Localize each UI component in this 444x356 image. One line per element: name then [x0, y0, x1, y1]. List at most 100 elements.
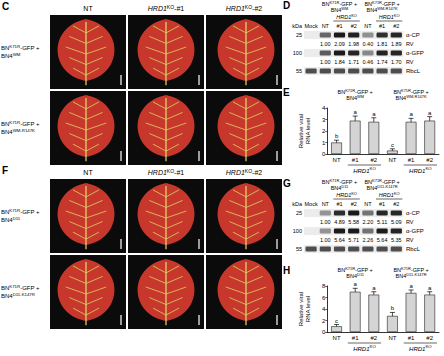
svg-text:55: 55 — [296, 246, 302, 252]
svg-text:α-CP: α-CP — [406, 32, 420, 38]
svg-text:5.11: 5.11 — [377, 219, 387, 225]
svg-text:8: 8 — [322, 283, 326, 289]
svg-text:5.64: 5.64 — [377, 237, 388, 243]
svg-text:#2: #2 — [426, 335, 433, 341]
svg-text:BN4WM-R147K: BN4WM-R147K — [395, 94, 426, 101]
svg-text:2: 2 — [322, 318, 326, 324]
svg-text:5.64: 5.64 — [334, 237, 345, 243]
svg-text:#2: #2 — [351, 201, 357, 207]
svg-text:a: a — [428, 285, 432, 291]
svg-text:α-GFP: α-GFP — [406, 228, 424, 234]
svg-text:α-GFP: α-GFP — [406, 50, 424, 56]
svg-text:HRD1KO: HRD1KO — [379, 13, 400, 20]
svg-text:HRD1KO: HRD1KO — [336, 13, 357, 20]
svg-text:1.98: 1.98 — [348, 41, 359, 47]
svg-text:HRD1KO-#1: HRD1KO-#1 — [148, 4, 185, 12]
svg-text:kDa: kDa — [292, 201, 303, 207]
svg-text:55: 55 — [296, 68, 302, 74]
svg-text:kDa: kDa — [292, 23, 303, 29]
svg-text:RV: RV — [406, 237, 414, 243]
svg-text:BNK71R-GFP +: BNK71R-GFP + — [1, 208, 40, 215]
svg-text:a: a — [372, 285, 376, 291]
svg-text:4: 4 — [322, 306, 326, 312]
svg-text:H: H — [283, 265, 290, 276]
svg-text:BN4WM: BN4WM — [331, 6, 349, 13]
svg-text:1: 1 — [322, 140, 326, 146]
svg-text:Mock: Mock — [305, 201, 318, 207]
svg-text:4: 4 — [322, 105, 326, 111]
svg-text:BNK71R-GFP +: BNK71R-GFP + — [322, 178, 357, 185]
svg-text:1.00: 1.00 — [320, 59, 331, 65]
svg-text:BN4WM-R147K: BN4WM-R147K — [367, 6, 398, 13]
svg-text:HRD1KO-#2: HRD1KO-#2 — [226, 4, 263, 12]
svg-text:3: 3 — [322, 117, 326, 123]
svg-text:BN4D11-K147R: BN4D11-K147R — [367, 184, 398, 191]
svg-text:1.00: 1.00 — [320, 41, 331, 47]
svg-text:1.71: 1.71 — [348, 59, 359, 65]
svg-text:E: E — [283, 87, 290, 98]
svg-text:Relative viral: Relative viral — [298, 114, 304, 148]
svg-text:RNA level: RNA level — [305, 118, 311, 144]
svg-text:2.09: 2.09 — [334, 41, 345, 47]
svg-text:BN4D11: BN4D11 — [1, 216, 21, 223]
svg-text:NT: NT — [364, 201, 372, 207]
svg-text:5.71: 5.71 — [348, 237, 359, 243]
svg-text:0.40: 0.40 — [363, 41, 374, 47]
svg-text:BN4WM: BN4WM — [346, 94, 364, 101]
svg-text:100: 100 — [293, 50, 302, 56]
svg-text:F: F — [2, 165, 8, 176]
svg-text:BNK71R-GFP +: BNK71R-GFP + — [1, 44, 40, 51]
svg-text:a: a — [409, 111, 413, 117]
svg-text:5.58: 5.58 — [348, 219, 359, 225]
svg-text:BNK71R-GFP +: BNK71R-GFP + — [322, 0, 357, 7]
svg-text:1.89: 1.89 — [391, 41, 402, 47]
svg-text:#1: #1 — [336, 201, 342, 207]
svg-text:C: C — [2, 1, 9, 12]
svg-text:a: a — [372, 111, 376, 117]
svg-text:BNK71R-GFP +: BNK71R-GFP + — [393, 266, 428, 273]
svg-text:Mock: Mock — [305, 23, 318, 29]
svg-text:0: 0 — [322, 151, 326, 157]
svg-text:BNK71R-GFP +: BNK71R-GFP + — [1, 284, 40, 291]
svg-text:#2: #2 — [370, 157, 377, 163]
svg-text:RV: RV — [406, 41, 414, 47]
svg-text:#1: #1 — [408, 157, 415, 163]
svg-text:BN4D11: BN4D11 — [346, 272, 364, 279]
svg-text:#1: #1 — [379, 23, 385, 29]
svg-text:BN4D11-K147R: BN4D11-K147R — [1, 292, 35, 299]
svg-text:b: b — [391, 305, 395, 311]
svg-text:a: a — [354, 109, 358, 115]
svg-text:RV: RV — [406, 59, 414, 65]
svg-text:c: c — [391, 142, 394, 148]
svg-text:2.26: 2.26 — [363, 237, 374, 243]
svg-text:BN4WM-R147K: BN4WM-R147K — [1, 128, 35, 135]
svg-text:BNK71R-GFP +: BNK71R-GFP + — [338, 88, 373, 95]
svg-text:b: b — [335, 133, 339, 139]
svg-text:HRD1KO: HRD1KO — [353, 166, 376, 173]
svg-text:Relative viral: Relative viral — [298, 292, 304, 326]
svg-text:RbcL: RbcL — [406, 246, 421, 252]
svg-text:#2: #2 — [370, 335, 377, 341]
svg-text:HRD1KO: HRD1KO — [353, 344, 376, 351]
svg-text:2: 2 — [322, 128, 326, 134]
svg-text:#1: #1 — [352, 157, 359, 163]
svg-text:#2: #2 — [426, 157, 433, 163]
svg-text:1.00: 1.00 — [320, 219, 331, 225]
svg-text:BN4WM: BN4WM — [1, 52, 21, 59]
svg-text:RNA level: RNA level — [305, 296, 311, 322]
svg-text:#1: #1 — [352, 335, 359, 341]
svg-text:HRD1KO: HRD1KO — [409, 166, 432, 173]
svg-text:4.89: 4.89 — [334, 219, 345, 225]
svg-text:0: 0 — [322, 329, 326, 335]
svg-text:NT: NT — [83, 169, 93, 176]
svg-text:#1: #1 — [408, 335, 415, 341]
svg-text:NT: NT — [322, 201, 330, 207]
svg-text:HRD1KO-#2: HRD1KO-#2 — [226, 168, 263, 176]
svg-text:HRD1KO-#1: HRD1KO-#1 — [148, 168, 185, 176]
svg-text:a: a — [409, 283, 413, 289]
svg-text:6: 6 — [322, 295, 326, 301]
svg-text:a: a — [428, 110, 432, 116]
svg-text:BNK71R-GFP +: BNK71R-GFP + — [338, 266, 373, 273]
svg-text:G: G — [283, 178, 291, 189]
svg-text:a: a — [354, 281, 358, 287]
